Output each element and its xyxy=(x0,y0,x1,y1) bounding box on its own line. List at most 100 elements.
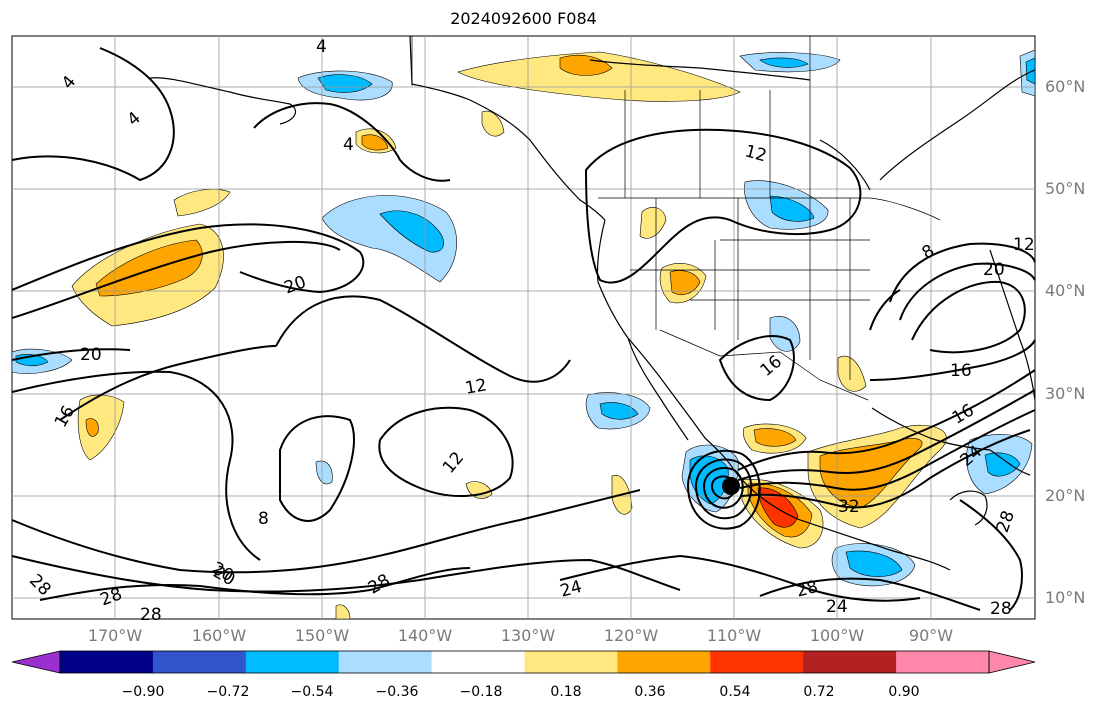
lon-label: 140°W xyxy=(397,626,453,645)
shade-blue-alaska-core xyxy=(317,74,373,93)
colorbar-segment xyxy=(338,651,433,673)
contour-20-east xyxy=(911,280,1026,354)
contour-label: 28 xyxy=(140,605,162,625)
contour-16-westpac xyxy=(11,241,341,319)
contour-28-sub xyxy=(39,567,471,601)
coast-canada-north xyxy=(589,59,811,81)
shade-blue-south-core xyxy=(845,550,903,577)
contour-gulf-2 xyxy=(737,389,1036,481)
contour-12-central xyxy=(275,295,571,383)
border-us-mexico xyxy=(659,329,869,401)
colorbar-segment xyxy=(896,651,990,673)
contour-label: 24 xyxy=(826,597,848,617)
map-title: 2024092600 F084 xyxy=(450,9,597,28)
colorbar-segment xyxy=(524,651,618,673)
shade-orange-top xyxy=(559,55,613,76)
lat-label: 50°N xyxy=(1045,179,1086,198)
contour-12-canada xyxy=(584,128,862,284)
shade-yellow-small2 xyxy=(173,188,231,217)
contour-label: 12 xyxy=(1013,235,1035,255)
contour-cyclone-4 xyxy=(686,449,761,530)
contour-label: 8 xyxy=(258,509,269,529)
coast-westna xyxy=(596,219,735,471)
lat-label: 60°N xyxy=(1045,77,1086,96)
contour-12-loop xyxy=(378,406,514,497)
shade-yellow-small3 xyxy=(837,355,867,392)
contour-lines xyxy=(11,47,1036,611)
map-panel: 4 4 4 4 12 20 20 12 12 16 20 16 8 12 20 … xyxy=(11,35,1036,625)
contour-gulf-1 xyxy=(737,369,1036,471)
lon-label: 100°W xyxy=(809,626,865,645)
lon-label: 160°W xyxy=(191,626,247,645)
coast-hudson xyxy=(819,139,871,191)
coast-yucatan xyxy=(949,490,988,526)
shade-blue-rockies xyxy=(769,316,801,352)
shade-orange-westcoast xyxy=(85,418,99,437)
colorbar-segment xyxy=(152,651,247,673)
contour-20-west-2 xyxy=(11,370,261,561)
lat-label: 30°N xyxy=(1045,384,1086,403)
colorbar-tick-label: 0.18 xyxy=(550,684,582,700)
colorbar-extend-left xyxy=(11,650,61,674)
colorbar xyxy=(11,650,1036,674)
contour-16-west xyxy=(59,345,277,421)
lat-label: 40°N xyxy=(1045,281,1086,300)
shade-orange-westpac xyxy=(95,239,203,297)
border-canada-prov xyxy=(624,36,811,198)
colorbar-tick-label: −0.18 xyxy=(459,684,503,700)
colorbar-tick-label: 0.54 xyxy=(719,684,751,700)
lat-label: 20°N xyxy=(1045,486,1086,505)
shade-blue-top-core xyxy=(759,57,809,68)
coast-east-us xyxy=(989,249,1036,401)
coast-mexico-south xyxy=(733,469,951,571)
contour-cyclone-3 xyxy=(694,458,753,520)
colorbar-tick-label: 0.90 xyxy=(888,684,920,700)
shade-orange-dakota xyxy=(669,270,701,295)
colorbar-tick-label: −0.54 xyxy=(290,684,334,700)
lon-label: 130°W xyxy=(500,626,556,645)
contour-20-sub xyxy=(11,489,641,574)
colorbar-segment xyxy=(710,651,804,673)
contour-12-east xyxy=(899,262,1036,321)
coastlines xyxy=(149,35,1036,571)
shade-yellow-small7 xyxy=(335,604,351,620)
contour-label: 32 xyxy=(838,497,860,517)
border-states-1 xyxy=(655,198,851,380)
coast-baja xyxy=(627,337,689,441)
contour-28-south xyxy=(759,577,981,611)
shade-blue-canada-core xyxy=(769,195,815,222)
shade-blue-gulf-core xyxy=(379,210,444,253)
contour-4-west xyxy=(11,47,175,182)
coast-alaska-south xyxy=(149,77,297,125)
colorbar-segment xyxy=(245,651,340,673)
shade-yellow-small1 xyxy=(465,481,493,499)
contour-label: 12 xyxy=(464,375,489,398)
contour-20-west xyxy=(11,348,131,361)
contour-28-east xyxy=(959,499,1023,611)
lat-label: 10°N xyxy=(1045,588,1086,607)
shade-orange-sonora xyxy=(753,428,797,447)
shade-blue-baja-core xyxy=(599,402,639,420)
contour-label: 20 xyxy=(80,345,102,365)
shade-blue-gulf xyxy=(321,195,457,283)
colorbar-tick-label: −0.90 xyxy=(121,684,165,700)
contour-label: 20 xyxy=(983,260,1005,280)
colorbar-segment xyxy=(617,651,711,673)
contour-8-loop xyxy=(279,415,355,522)
lon-label: 110°W xyxy=(706,626,762,645)
contour-16-mex xyxy=(718,335,795,402)
colorbar-segment xyxy=(803,651,897,673)
contour-16-east xyxy=(869,289,1036,381)
shade-blue-hawaii xyxy=(315,460,333,485)
contour-gulf-4 xyxy=(741,429,1031,509)
coast-east xyxy=(879,69,1036,181)
shade-yellow-small4 xyxy=(639,207,667,239)
border-us-canada xyxy=(598,197,941,221)
contour-8-east xyxy=(889,242,1036,303)
shade-yellow-small5 xyxy=(481,110,505,137)
colorbar-segment xyxy=(60,651,154,673)
colorbar-tick-label: −0.36 xyxy=(375,684,419,700)
colorbar-tick-label: 0.72 xyxy=(803,684,835,700)
storm-center-dot xyxy=(722,477,740,495)
colorbar-border xyxy=(59,650,990,674)
